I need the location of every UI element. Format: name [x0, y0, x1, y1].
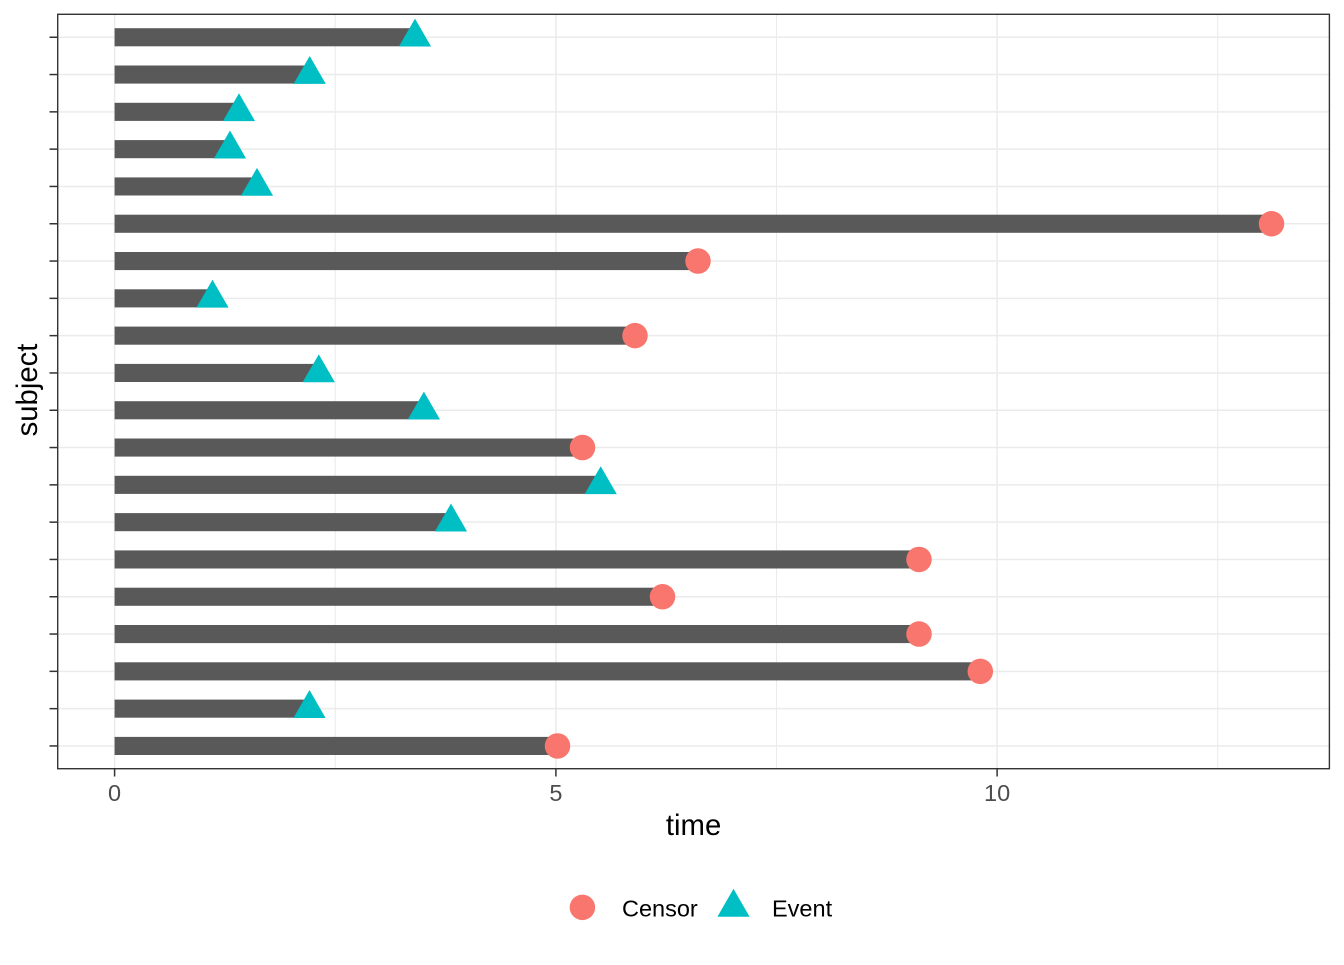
- svg-text:Event: Event: [772, 896, 833, 922]
- svg-text:time: time: [666, 809, 721, 842]
- svg-text:5: 5: [549, 780, 562, 806]
- svg-text:10: 10: [984, 780, 1010, 806]
- svg-text:subject: subject: [11, 344, 44, 437]
- svg-text:Censor: Censor: [622, 896, 698, 922]
- svg-text:0: 0: [108, 780, 121, 806]
